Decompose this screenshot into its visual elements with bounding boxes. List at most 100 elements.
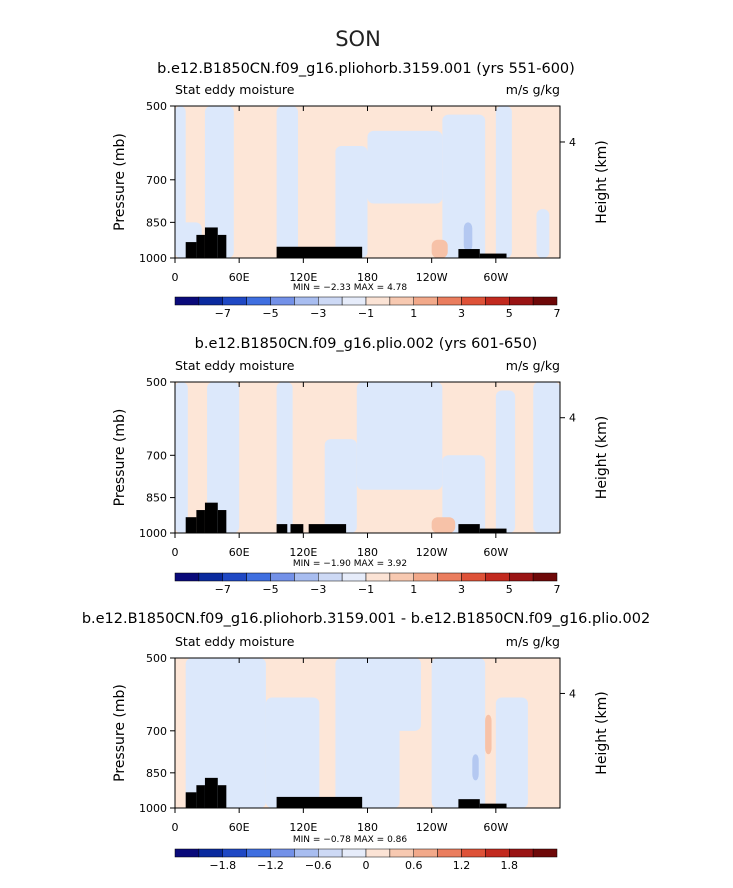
colorbar-swatch <box>318 572 343 582</box>
field-region <box>335 145 368 258</box>
terrain-block <box>458 524 480 533</box>
ytick-label: 1000 <box>139 527 167 540</box>
colorbar-label: −3 <box>310 583 326 596</box>
colorbar-swatch <box>222 296 247 306</box>
colorbar-label: 7 <box>554 307 561 320</box>
xtick-label: 60W <box>483 546 508 559</box>
colorbar-swatch <box>365 572 391 582</box>
colorbar-swatch <box>198 572 223 582</box>
colorbar-label: −3 <box>310 307 326 320</box>
colorbar-label: −7 <box>215 307 231 320</box>
terrain-block <box>479 528 507 533</box>
field-region <box>185 658 266 808</box>
right-label: m/s g/kg <box>506 634 560 649</box>
ytick-label: 850 <box>146 767 167 780</box>
colorbar-swatch <box>294 296 319 306</box>
left-label: Stat eddy moisture <box>175 358 295 373</box>
terrain-block <box>185 792 197 808</box>
terrain-block <box>204 777 218 808</box>
ytick-label: 500 <box>146 376 167 389</box>
colorbar-swatch <box>341 848 367 858</box>
colorbar-label: −5 <box>262 307 278 320</box>
field-region <box>324 439 357 533</box>
terrain-block <box>479 803 507 808</box>
colorbar-label: −1.8 <box>209 859 236 872</box>
colorbar-label: −0.6 <box>305 859 332 872</box>
colorbar-swatch <box>174 848 200 858</box>
field-region <box>463 222 473 252</box>
ytick-label: 700 <box>146 174 167 187</box>
field-region <box>335 658 400 808</box>
xtick-label: 60E <box>229 271 250 284</box>
min-max-stats: MIN = −0.78 MAX = 0.86 <box>293 835 408 845</box>
xtick-label: 60E <box>229 821 250 834</box>
xtick-label: 120W <box>416 271 448 284</box>
colorbar-swatch <box>341 572 367 582</box>
colorbar-swatch <box>413 296 438 306</box>
colorbar-label: −1 <box>358 583 374 596</box>
colorbar-label: 0.6 <box>405 859 423 872</box>
colorbar-swatch <box>437 296 462 306</box>
xtick-label: 180 <box>357 821 378 834</box>
chart-panel-2: b.e12.B1850CN.f09_g16.plio.002 (yrs 601-… <box>112 336 610 596</box>
colorbar-swatch <box>413 848 438 858</box>
colorbar-swatch <box>389 572 414 582</box>
terrain-block <box>204 227 218 258</box>
colorbar-label: 1.2 <box>453 859 471 872</box>
field-region <box>207 382 240 533</box>
min-max-stats: MIN = −2.33 MAX = 4.78 <box>293 283 408 293</box>
xtick-label: 0 <box>172 821 179 834</box>
ytick-label: 700 <box>146 449 167 462</box>
field-region <box>431 239 448 258</box>
xtick-label: 0 <box>172 271 179 284</box>
colorbar-label: 5 <box>506 307 513 320</box>
colorbar-swatch <box>389 848 414 858</box>
colorbar-swatch <box>485 572 510 582</box>
terrain-block <box>458 799 480 808</box>
colorbar-label: −5 <box>262 583 278 596</box>
terrain-block <box>479 253 507 258</box>
ytick-label: 500 <box>146 652 167 665</box>
field-region <box>442 114 486 258</box>
field-region <box>431 517 456 533</box>
colorbar-swatch <box>461 296 486 306</box>
colorbar-label: 5 <box>506 583 513 596</box>
colorbar-swatch <box>174 296 200 306</box>
field-region <box>367 130 443 204</box>
ytick-label: 1000 <box>139 802 167 815</box>
colorbar-swatch <box>413 572 438 582</box>
right-label: m/s g/kg <box>506 358 560 373</box>
field-region <box>431 658 486 808</box>
colorbar-swatch <box>270 848 295 858</box>
xtick-label: 120E <box>289 271 317 284</box>
field-region <box>495 697 528 808</box>
colorbar-swatch <box>509 848 534 858</box>
colorbar-label: 3 <box>458 307 465 320</box>
panel-title: b.e12.B1850CN.f09_g16.pliohorb.3159.001 … <box>157 61 575 77</box>
field-region <box>175 382 188 533</box>
colorbar-swatch <box>294 572 319 582</box>
ylabel-right: Height (km) <box>594 140 610 223</box>
colorbar-label: 0 <box>363 859 370 872</box>
terrain-block <box>196 785 205 808</box>
xtick-label: 120W <box>416 821 448 834</box>
terrain-block <box>196 510 205 533</box>
colorbar-swatch <box>532 572 558 582</box>
xtick-label: 120W <box>416 546 448 559</box>
ytick-label: 700 <box>146 725 167 738</box>
terrain-block <box>204 502 218 533</box>
ytick-right-label: 4 <box>569 412 576 425</box>
field-region <box>204 106 234 258</box>
colorbar-swatch <box>437 848 462 858</box>
xtick-label: 60W <box>483 271 508 284</box>
terrain-block <box>308 524 347 533</box>
panel-title: b.e12.B1850CN.f09_g16.pliohorb.3159.001 … <box>82 611 650 627</box>
right-label: m/s g/kg <box>506 82 560 97</box>
colorbar-swatch <box>174 572 200 582</box>
colorbar-label: −1.2 <box>257 859 284 872</box>
field-region <box>388 658 421 731</box>
colorbar-swatch <box>509 572 534 582</box>
field-region <box>536 209 550 258</box>
terrain-block <box>217 785 227 808</box>
